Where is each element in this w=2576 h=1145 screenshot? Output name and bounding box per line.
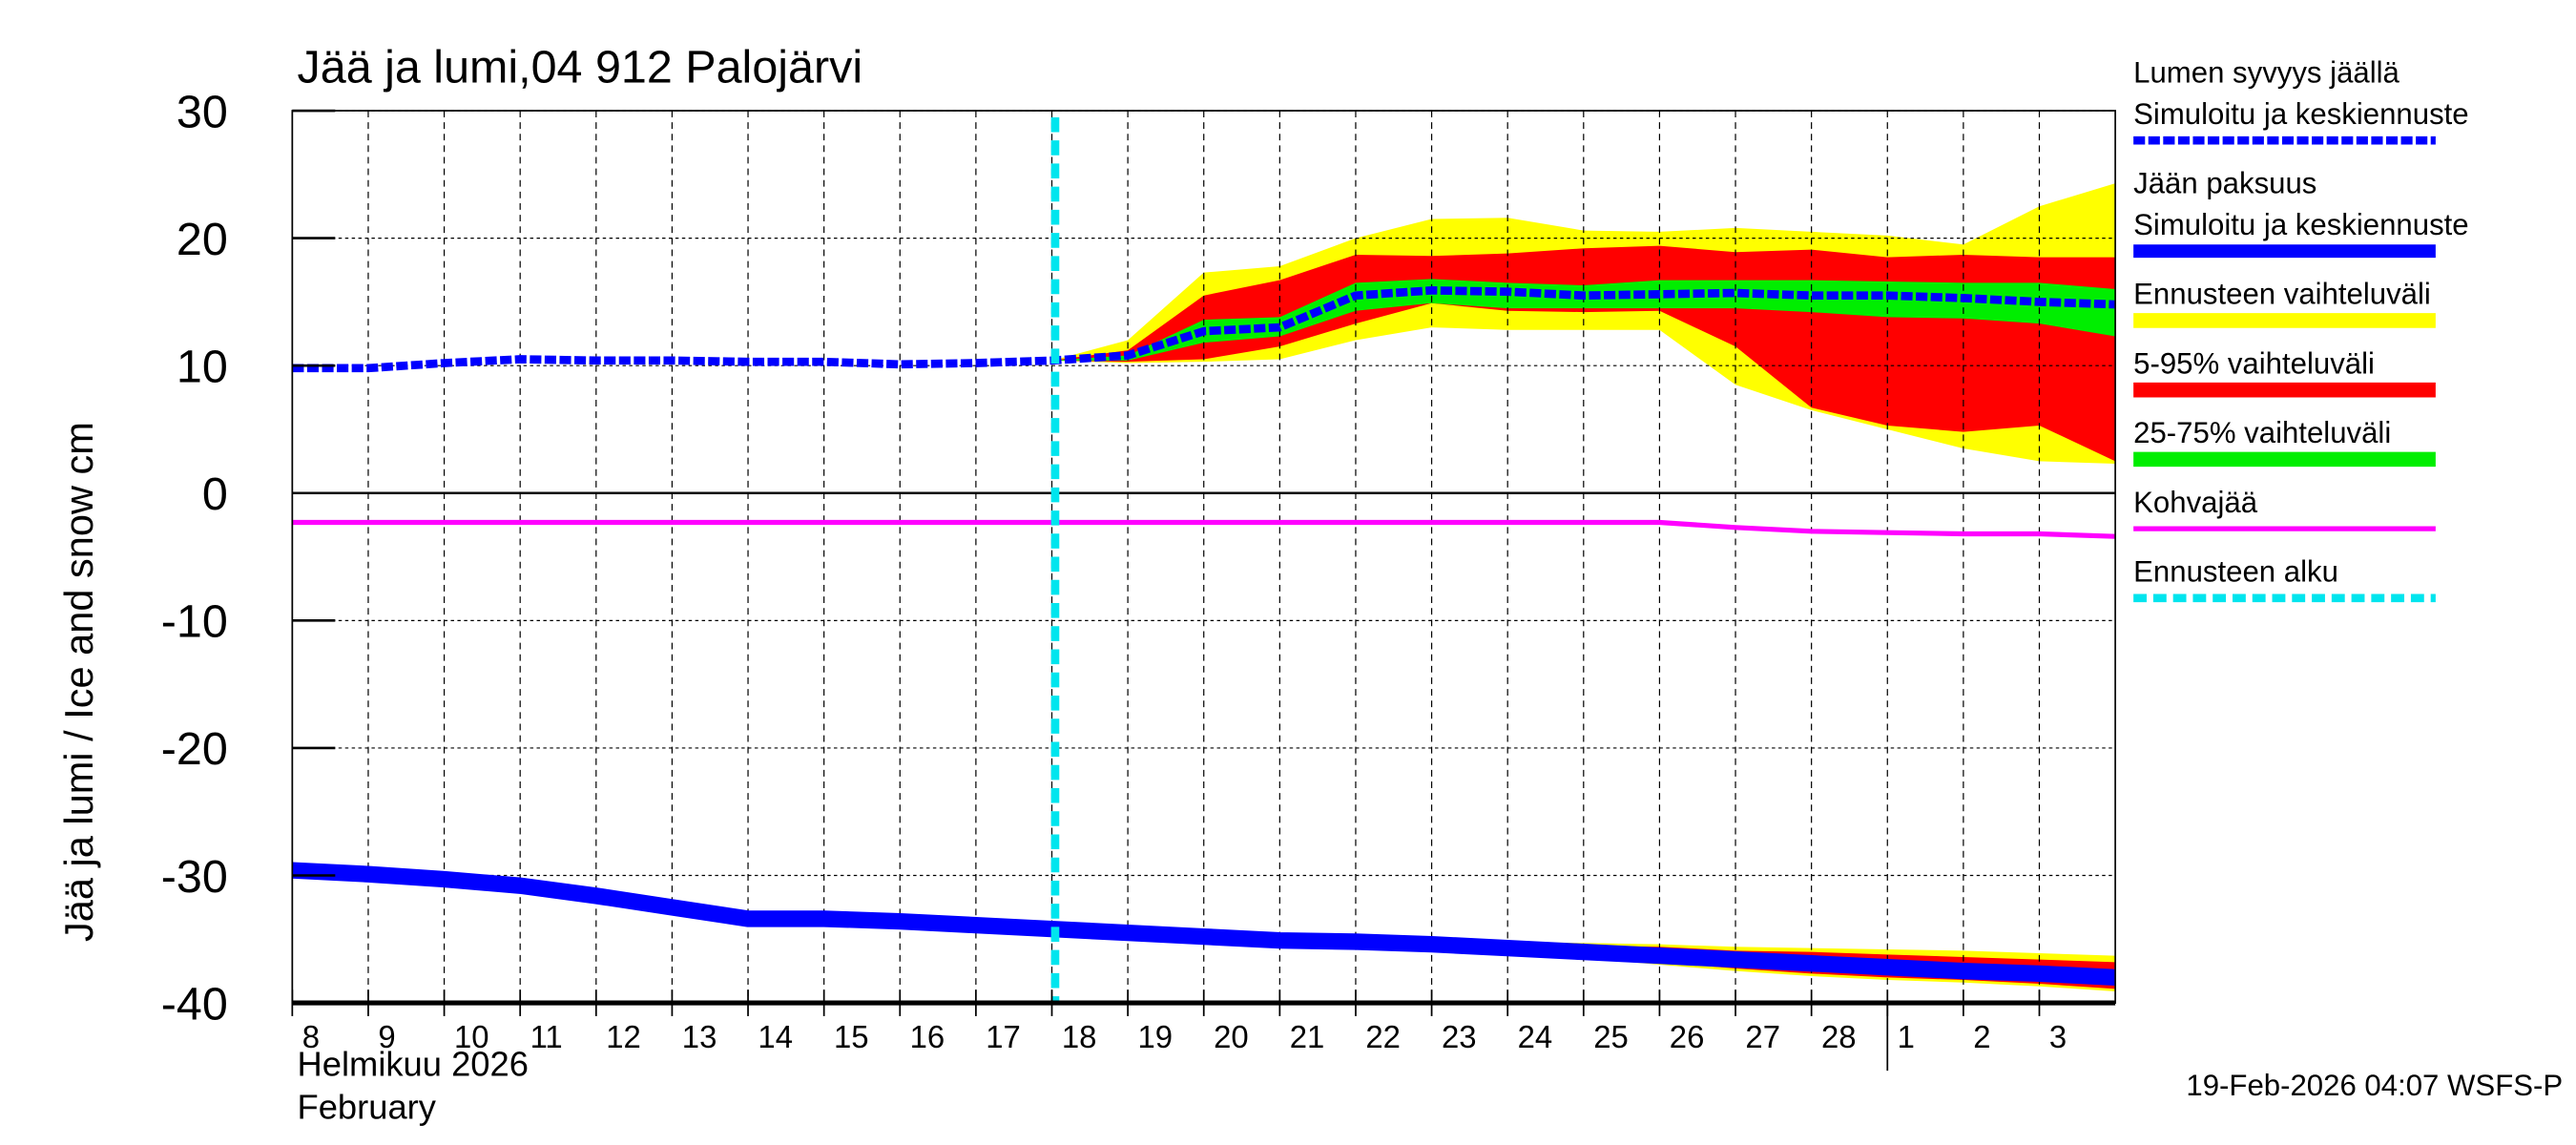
x-tick-label: 13 <box>682 1019 717 1054</box>
legend-sublabel: Simuloitu ja keskiennuste <box>2133 208 2468 241</box>
x-tick-label: 3 <box>2049 1019 2067 1054</box>
ice-5-95-band <box>1203 936 2116 989</box>
legend-label: Lumen syvyys jäällä <box>2133 56 2399 90</box>
y-tick-label: -10 <box>161 596 228 648</box>
y-axis-label: Jää ja lumi / Ice and snow cm <box>56 422 101 942</box>
footer-timestamp: 19-Feb-2026 04:07 WSFS-P <box>2186 1069 2563 1102</box>
x-tick-label: 1 <box>1898 1019 1915 1054</box>
y-tick-label: 0 <box>202 468 228 520</box>
slush-ice-line <box>292 519 2116 539</box>
chart-title: Jää ja lumi,04 912 Palojärvi <box>298 42 863 94</box>
x-tick-label: 23 <box>1442 1019 1477 1054</box>
x-tick-label: 25 <box>1593 1019 1629 1054</box>
y-tick-label: -40 <box>161 978 228 1030</box>
y-tick-label: 20 <box>177 214 228 265</box>
x-tick-label: 24 <box>1518 1019 1553 1054</box>
x-tick-label: 9 <box>378 1019 395 1054</box>
x-tick-label: 27 <box>1745 1019 1780 1054</box>
legend-label: Jään paksuus <box>2133 167 2316 200</box>
x-tick-label: 12 <box>606 1019 641 1054</box>
x-tick-label: 14 <box>758 1019 793 1054</box>
x-tick-label: 20 <box>1214 1019 1249 1054</box>
legend-label: 25-75% vaihteluväli <box>2133 416 2391 449</box>
x-tick-label: 11 <box>530 1019 563 1054</box>
x-tick-label: 19 <box>1138 1019 1174 1054</box>
lines-layer <box>291 116 2116 1004</box>
y-tick-label: 30 <box>177 86 228 137</box>
legend: Lumen syvyys jäällä Simuloitu ja keskienn… <box>2133 56 2469 603</box>
legend-label: Ennusteen vaihteluväli <box>2133 278 2431 311</box>
snow-depth-line <box>292 286 2116 373</box>
legend-label: 5-95% vaihteluväli <box>2133 346 2375 380</box>
y-tick-label: -20 <box>161 723 228 775</box>
ice-thickness-line <box>291 862 2116 987</box>
x-tick-label: 16 <box>910 1019 945 1054</box>
x-tick-label: 21 <box>1290 1019 1325 1054</box>
x-tick-label: 2 <box>1973 1019 1990 1054</box>
legend-label: Ennusteen alku <box>2133 555 2338 589</box>
x-tick-label: 28 <box>1821 1019 1857 1054</box>
y-tick-label: 10 <box>177 341 228 392</box>
month-label-en: February <box>298 1087 437 1126</box>
legend-label: Kohvajää <box>2133 486 2258 519</box>
x-tick-label: 10 <box>454 1019 489 1054</box>
x-tick-label: 8 <box>302 1019 320 1054</box>
y-tick-label: -30 <box>161 851 228 903</box>
x-tick-label: 26 <box>1670 1019 1705 1054</box>
x-tick-label: 18 <box>1062 1019 1097 1054</box>
x-tick-label: 15 <box>834 1019 869 1054</box>
x-tick-label: 22 <box>1365 1019 1401 1054</box>
x-tick-label: 17 <box>986 1019 1021 1054</box>
month-label-fi: Helmikuu 2026 <box>298 1044 529 1083</box>
grid-layer <box>292 110 2116 1004</box>
legend-sublabel: Simuloitu ja keskiennuste <box>2133 97 2468 131</box>
